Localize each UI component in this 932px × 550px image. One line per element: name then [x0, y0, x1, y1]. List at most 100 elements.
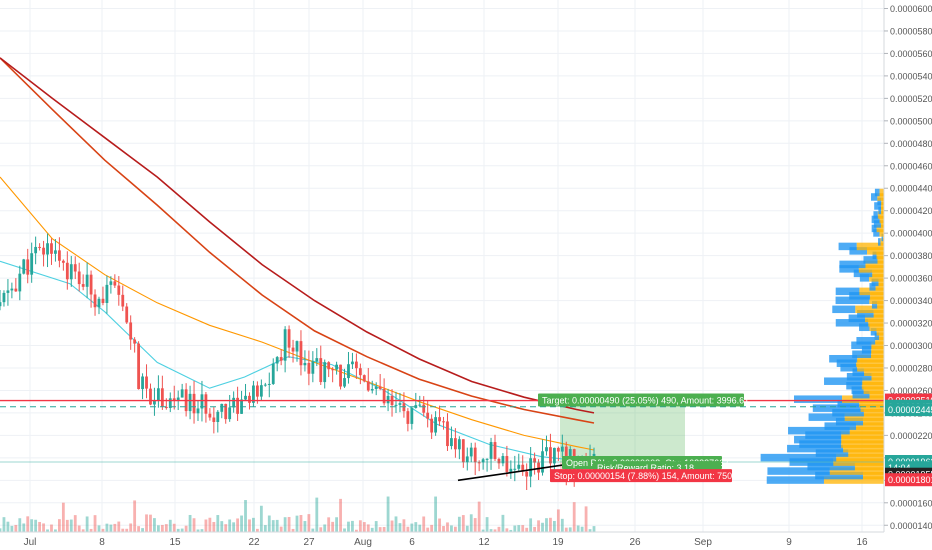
- candle-body: [287, 329, 291, 348]
- candle-body: [351, 361, 354, 365]
- time-tick-label: 12: [478, 537, 490, 548]
- candle-body: [461, 439, 465, 463]
- profile-bar-down: [876, 251, 884, 260]
- candle-body: [30, 253, 34, 275]
- profile-bar-up: [799, 440, 842, 448]
- volume-bar: [252, 517, 255, 532]
- profile-bar-up: [839, 260, 866, 269]
- profile-bar-up: [815, 471, 864, 480]
- profile-bar-up: [836, 359, 857, 367]
- time-tick-label: 22: [248, 537, 260, 548]
- volume-bar: [525, 527, 529, 532]
- candle-body: [232, 397, 236, 408]
- candle-body: [592, 453, 596, 458]
- candle-body: [228, 407, 232, 420]
- candle-body: [347, 364, 350, 379]
- candle-body: [556, 447, 560, 452]
- volume-bar: [533, 526, 536, 532]
- volume-bar: [347, 521, 350, 532]
- candle-body: [236, 397, 239, 414]
- volume-bar: [46, 529, 49, 532]
- candle-body: [73, 264, 77, 272]
- volume-bar: [588, 529, 592, 532]
- candle-body: [560, 446, 564, 452]
- candle-body: [34, 246, 38, 254]
- profile-bar-down: [881, 202, 884, 210]
- moving-average-line: [0, 57, 595, 414]
- volume-profile: [760, 188, 884, 484]
- profile-bar-down: [823, 476, 884, 484]
- candle-body: [109, 281, 113, 285]
- candle-body: [252, 385, 255, 403]
- profile-bar-down: [868, 319, 884, 327]
- profile-bar-up: [815, 449, 849, 457]
- volume-bar: [271, 520, 275, 532]
- volume-bar: [263, 525, 267, 532]
- profile-bar-up: [861, 346, 872, 354]
- price-axis[interactable]: 0.000014000.000016000.000018000.00002000…: [883, 0, 932, 532]
- volume-bar: [248, 519, 251, 532]
- profile-bar-up: [846, 372, 872, 381]
- volume-bar: [374, 521, 378, 532]
- profile-bar-up: [766, 476, 824, 484]
- profile-bar-down: [829, 467, 884, 475]
- volume-bar: [556, 509, 560, 532]
- candle-body: [398, 403, 402, 405]
- volume-bar: [85, 516, 89, 532]
- profile-bar-up: [846, 381, 862, 390]
- candle-body: [549, 447, 552, 464]
- volume-bar: [54, 529, 57, 532]
- candle-body: [244, 395, 247, 400]
- time-axis[interactable]: Jul 8 15 22 27 Aug 6 12 19 26 Sep 9 16: [0, 531, 884, 548]
- profile-bar-down: [877, 256, 884, 264]
- profile-bar-down: [875, 283, 884, 291]
- candle-body: [216, 411, 220, 422]
- profile-bar-down: [879, 215, 884, 224]
- candle-body: [69, 264, 73, 280]
- volume-bar: [339, 498, 342, 532]
- volume-bar: [454, 526, 457, 532]
- volume-bar: [224, 524, 228, 532]
- candle-body: [153, 400, 156, 405]
- volume-bar: [97, 525, 101, 532]
- volume-bar: [121, 528, 125, 532]
- volume-bar: [287, 516, 291, 532]
- candle-body: [275, 357, 279, 364]
- candle-body: [438, 417, 441, 422]
- volume-bar: [26, 516, 30, 532]
- time-tick-label: Sep: [694, 537, 712, 548]
- profile-bar-up: [881, 233, 884, 242]
- candle-body: [26, 259, 30, 275]
- candle-body: [172, 398, 176, 401]
- volume-bar: [553, 520, 556, 532]
- stop-label-bg: [550, 469, 732, 483]
- candle-body: [481, 459, 485, 463]
- time-tick-label: 19: [552, 537, 564, 548]
- candle-body: [42, 247, 45, 255]
- volume-bar: [228, 519, 232, 532]
- volume-bar: [164, 524, 168, 532]
- volume-bar: [402, 519, 406, 532]
- volume-bar: [275, 519, 279, 532]
- volume-bar: [34, 519, 38, 532]
- profile-bar-down: [863, 417, 884, 426]
- candle-body: [283, 329, 287, 361]
- profile-bar-down: [873, 310, 884, 318]
- profile-bar-up: [874, 332, 880, 341]
- volume-bar: [592, 526, 596, 532]
- candle-body: [18, 273, 22, 292]
- grid-layer: [0, 0, 884, 532]
- candle-body: [331, 369, 335, 371]
- volume-bar: [335, 517, 338, 532]
- volume-bar: [485, 517, 489, 532]
- candle-body: [164, 406, 168, 409]
- profile-bar-down: [871, 346, 884, 354]
- profile-bar-down: [880, 238, 884, 246]
- volume-bar: [469, 514, 473, 532]
- candle-body: [307, 362, 311, 374]
- candle-body: [465, 456, 469, 463]
